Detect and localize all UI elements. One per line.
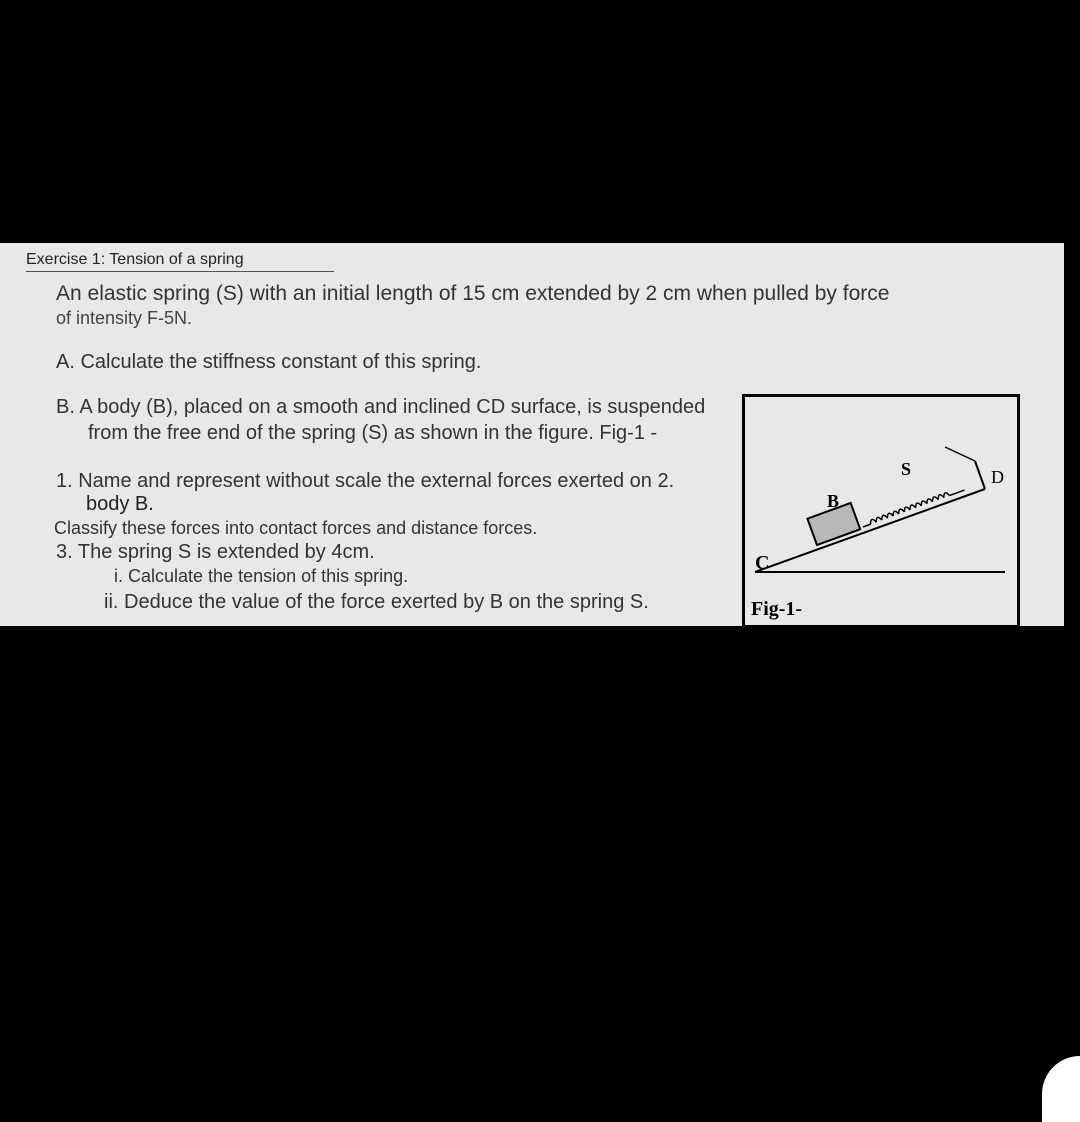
exercise-page: Exercise 1: Tension of a spring An elast… [0,243,1064,626]
label-c: C [755,552,769,574]
wall-d [975,461,985,489]
intro-line-2: of intensity F-5N. [56,308,1044,329]
label-d: D [991,467,1004,487]
exercise-title: Exercise 1: Tension of a spring [26,251,334,272]
figure-1: C B S D Fig-1- [742,394,1020,628]
spring-s [862,486,965,527]
question-b-line-2: from the free end of the spring (S) as s… [56,420,768,446]
figure-caption: Fig-1- [751,598,802,621]
question-1-line-1: 1. Name and represent without scale the … [56,470,756,493]
incline-line [755,489,985,572]
wall-top [945,447,975,461]
question-b-line-1: B. A body (B), placed on a smooth and in… [56,394,736,420]
bottom-right-peek [1042,1056,1080,1122]
diagram-svg: C B S D [745,397,1017,625]
title-row: Exercise 1: Tension of a spring [0,251,1064,272]
exercise-content: An elastic spring (S) with an initial le… [0,276,1064,614]
label-s: S [901,459,911,479]
label-b: B [827,491,839,511]
question-a: A. Calculate the stiffness constant of t… [56,351,1044,374]
intro-line-1: An elastic spring (S) with an initial le… [56,282,1044,306]
